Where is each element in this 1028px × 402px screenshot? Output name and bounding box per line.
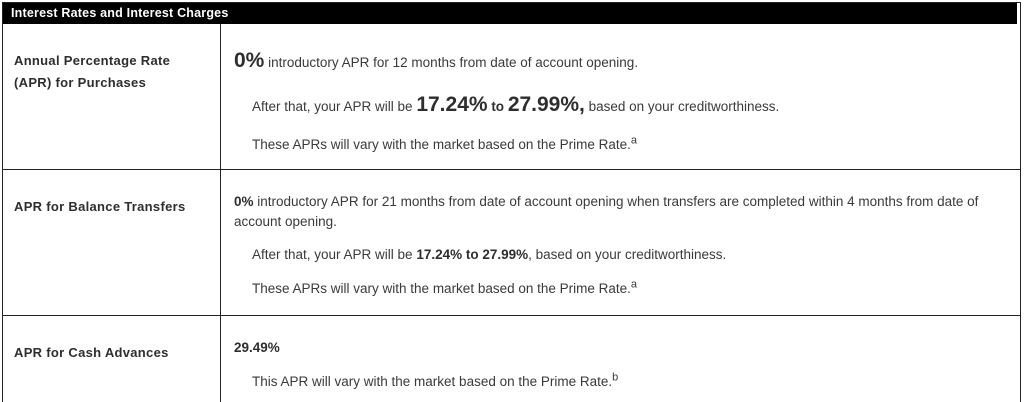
text-segment: 27.99%, [507,93,585,117]
paragraph: After that, your APR will be 17.24% to 2… [252,245,1008,265]
table-row: Annual Percentage Rate (APR) for Purchas… [3,24,1020,169]
row-content: 29.49% This APR will vary with the market… [221,316,1020,402]
table-header: Interest Rates and Interest Charges [3,3,1017,24]
text-segment: introductory APR for 21 months from date… [234,194,979,229]
paragraph: This APR will vary with the market based… [252,372,1008,392]
paragraph: After that, your APR will be 17.24% to 2… [252,90,1008,120]
text-segment: 0% [234,49,265,72]
table-body: Annual Percentage Rate (APR) for Purchas… [3,24,1020,402]
footnote-marker: a [630,278,638,291]
row-content: 0% introductory APR for 21 months from d… [221,170,1020,315]
text-segment: These APRs will vary with the market bas… [252,280,631,296]
text-segment: 17.24% [416,93,488,117]
text-segment: After that, your APR will be [252,99,417,115]
text-segment: based on your creditworthiness. [584,99,780,115]
row-label: APR for Balance Transfers [3,170,221,315]
text-segment: introductory APR for 12 months from date… [264,55,639,70]
paragraph: 29.49% [234,338,1008,358]
text-segment: These APRs will vary with the market bas… [252,136,631,152]
paragraph: 0% introductory APR for 21 months from d… [234,192,1008,231]
text-segment: to [487,99,508,115]
footnote-marker: a [630,134,638,147]
text-segment: After that, your APR will be [252,247,417,263]
footnote-marker: b [612,371,619,384]
text-segment: This APR will vary with the market based… [252,373,613,389]
paragraph: These APRs will vary with the market bas… [252,135,1008,155]
row-content: 0% introductory APR for 12 months from d… [221,24,1020,169]
paragraph: These APRs will vary with the market bas… [252,279,1008,299]
row-label: APR for Cash Advances [3,316,221,402]
text-segment: 0% [234,194,254,209]
row-label: Annual Percentage Rate (APR) for Purchas… [3,24,221,169]
text-segment: 29.49% [234,340,280,355]
table-title: Interest Rates and Interest Charges [11,6,229,20]
table-row: APR for Balance Transfers 0% introductory… [3,169,1020,315]
table-row: APR for Cash Advances 29.49% This APR will… [3,315,1020,402]
text-segment: 17.24% to 27.99% [416,247,529,263]
text-segment: , based on your creditworthiness. [528,247,727,263]
paragraph: 0% introductory APR for 12 months from d… [234,46,1008,76]
